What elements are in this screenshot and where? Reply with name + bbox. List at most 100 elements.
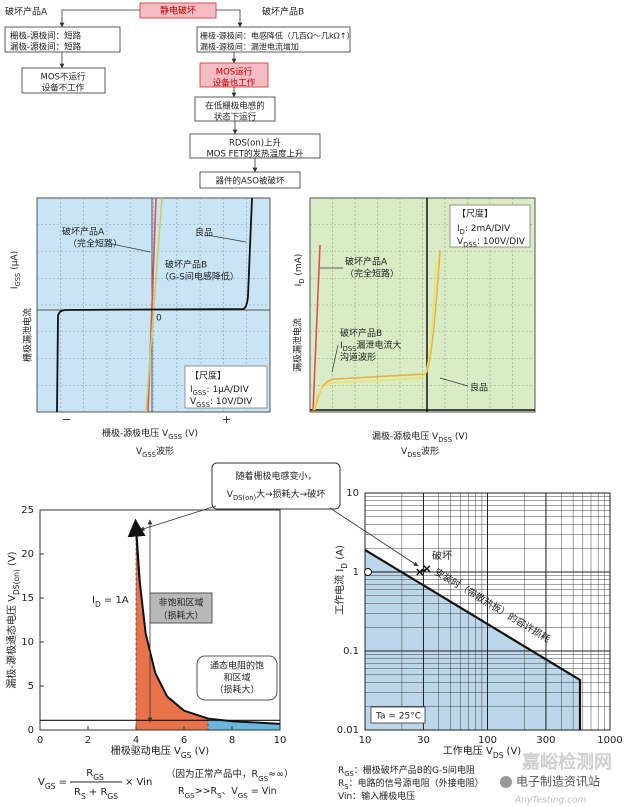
flowchart-shapes <box>4 2 351 189</box>
label: 漏极漏泄电流 <box>292 318 304 372</box>
label: GS <box>258 774 269 783</box>
label: VDS(on)大→损耗大→破坏 <box>227 488 325 503</box>
flow-text: MOS运行 <box>216 67 253 78</box>
label: 沟道波形 <box>340 351 376 363</box>
label: VDSS: 100V/DIV <box>457 237 526 250</box>
label: V <box>190 397 197 407</box>
flow-text: 器件的ASO被破坏 <box>216 176 285 187</box>
flow-text: 栅极-源极间：短路 <box>10 31 82 42</box>
label: (μA) <box>10 251 20 273</box>
scale-box <box>449 204 531 248</box>
label: （损耗大） <box>158 610 203 622</box>
label: 良品 <box>195 227 213 239</box>
label: (V) <box>452 432 468 442</box>
label: R <box>338 779 344 789</box>
label: GSS <box>142 451 156 459</box>
y-tick-label: 20 <box>21 549 34 560</box>
axis-label: 工作电流 I <box>333 569 346 615</box>
label: (mA) <box>294 254 304 279</box>
axis-label: (V) <box>191 746 209 757</box>
label: : 2mA/DIV <box>465 224 511 234</box>
label: 波形 <box>156 445 174 457</box>
label: 非饱和区域 <box>158 597 203 609</box>
label: （完全短路） <box>345 268 399 280</box>
label: S <box>217 791 222 800</box>
box <box>199 171 301 189</box>
label: RGS <box>86 768 104 782</box>
box <box>194 96 276 122</box>
label: 漏极-源极电压 V <box>372 430 439 442</box>
label: （完全短路） <box>68 238 122 250</box>
label: 0 <box>156 314 162 324</box>
wechat-icon <box>500 776 512 788</box>
leader <box>331 344 339 373</box>
arrow <box>127 518 146 581</box>
trace <box>56 197 253 413</box>
label: : 10V/DIV <box>210 397 253 407</box>
label: 破坏产品A <box>62 226 105 238</box>
label: 沟道波形 <box>340 351 376 363</box>
label: DSS <box>463 241 477 249</box>
x-tick-label: 2 <box>85 735 91 746</box>
label: R <box>86 768 93 779</box>
label: = <box>55 777 67 788</box>
label: ID (mA) <box>294 254 307 287</box>
axis-label: 漏极-源极通态电压 VDS(on) (V) <box>5 551 21 688</box>
label: 栅极-源极电压 VGSS (V) <box>102 427 198 442</box>
label-box <box>370 706 426 724</box>
box <box>199 62 269 88</box>
axis-label: GS <box>181 751 192 760</box>
label: 良品 <box>470 382 488 394</box>
marker <box>423 565 431 573</box>
flow-text: MOS FET的发热温度上升 <box>206 149 304 160</box>
arrow <box>329 507 419 567</box>
trace <box>145 197 163 413</box>
x-tick-label: 10 <box>359 735 372 746</box>
label: S <box>81 792 86 801</box>
label: = Vin <box>248 786 277 797</box>
x-tick-label: 10 <box>274 735 287 746</box>
label: ：栅极破坏产品B的G-S间电阻 <box>354 764 475 776</box>
region-box <box>149 592 213 624</box>
label: GSS <box>196 401 210 409</box>
label: （损耗大） <box>214 684 259 696</box>
scope-grid <box>310 198 535 412</box>
x-tick-label: 300 <box>536 735 555 746</box>
label: GS <box>93 773 104 782</box>
box <box>189 133 321 159</box>
label: 【尺度】 <box>190 370 226 382</box>
label: V <box>38 777 45 788</box>
label: ID = 1A <box>92 595 129 609</box>
label: (V) <box>182 429 198 439</box>
callout-box <box>211 462 341 510</box>
area <box>365 549 581 730</box>
leader <box>439 377 469 387</box>
label: I <box>190 385 193 395</box>
area <box>136 527 208 730</box>
label: VGSS: 10V/DIV <box>190 397 253 410</box>
label: 破坏产品B <box>340 327 382 339</box>
scope-dss <box>309 197 536 413</box>
label: DSS <box>407 451 421 459</box>
label: I <box>10 286 20 289</box>
label: S <box>344 783 348 791</box>
flow-text: 在低栅极电感的 <box>205 101 265 112</box>
flow-label: 静电破坏 <box>160 5 196 17</box>
label: RGS>>RS、VGS = Vin <box>178 786 277 800</box>
x-tick-label: 0 <box>37 735 43 746</box>
scope-gss <box>36 197 271 413</box>
axis-label: 栅极驱动电压 V <box>111 744 181 757</box>
label: RGS：栅极破坏产品B的G-S间电阻 <box>338 764 475 779</box>
flow-label: 破坏产品A <box>5 6 48 18</box>
label: 通态电阻的饱 <box>210 660 264 672</box>
label: 栅极漏泄电流 <box>22 308 34 362</box>
label: GS <box>107 792 118 801</box>
y-tick-label: 5 <box>28 681 34 692</box>
series-line <box>364 549 582 730</box>
axis-label: 工作电压 V <box>443 744 493 757</box>
label: ：电路的信号源电阻（外接电阻） <box>349 777 484 789</box>
axis-label: (V) <box>7 551 18 569</box>
label: × Vin <box>125 777 152 788</box>
label: （因为正常产品中，R <box>166 768 259 780</box>
